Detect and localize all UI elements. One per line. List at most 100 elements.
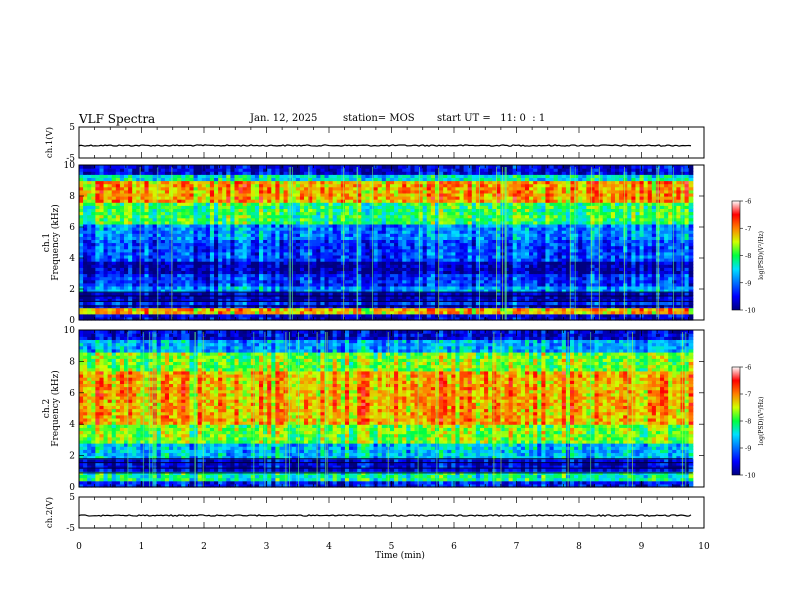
spectrogram-cell: [324, 295, 330, 299]
spectrogram-cell: [83, 171, 88, 175]
spectrogram-cell: [308, 165, 313, 169]
spectrogram-cell: [148, 276, 154, 281]
spectrogram-cell: [226, 316, 231, 321]
spectrogram-cell: [111, 211, 117, 216]
spectrogram-cell: [312, 233, 317, 237]
spectrogram-cell: [79, 242, 84, 247]
spectrogram-cell: [197, 227, 203, 231]
spectrogram-cell: [197, 239, 203, 244]
spectrogram-cell: [259, 267, 264, 271]
spectrogram-cell: [160, 242, 166, 247]
spectrogram-cell: [320, 276, 326, 281]
spectrogram-cell: [156, 230, 162, 234]
spectrogram-cell: [328, 310, 334, 315]
spectrogram-cell: [250, 211, 256, 216]
spectrogram-cell: [144, 251, 150, 256]
spectrogram-cell: [332, 183, 338, 188]
spectrogram-cell: [83, 267, 88, 271]
spectrogram-cell: [312, 205, 317, 209]
spectrogram-cell: [103, 295, 109, 299]
spectrogram-cell: [283, 233, 289, 237]
spectrogram-cell: [209, 199, 215, 203]
spectrogram-cell: [115, 174, 121, 178]
spectrogram-cell: [271, 214, 276, 219]
spectrogram-cell: [169, 239, 174, 244]
spectrogram-cell: [226, 196, 231, 200]
spectrogram-cell: [148, 285, 154, 290]
spectrogram-cell: [99, 245, 105, 250]
spectrogram-cell: [254, 298, 260, 302]
spectrogram-cell: [136, 211, 141, 216]
spectrogram-cell: [344, 282, 350, 287]
spectrogram-cell: [209, 233, 215, 237]
spectrogram-cell: [132, 292, 137, 296]
spectrogram-cell: [271, 248, 276, 253]
spectrogram-cell: [226, 292, 231, 296]
spectrogram-cell: [267, 267, 272, 271]
spectrogram-cell: [79, 183, 84, 188]
spectrogram-cell: [295, 316, 301, 321]
spectrogram-cell: [336, 298, 342, 302]
spectrogram-cell: [238, 171, 244, 175]
spectrogram-cell: [238, 186, 244, 191]
spectrogram-cell: [299, 248, 305, 253]
spectrogram-cell: [193, 233, 199, 237]
spectrogram-cell: [173, 189, 178, 194]
spectrogram-cell: [246, 313, 252, 318]
spectrogram-cell: [263, 177, 268, 182]
spectrogram-cell: [144, 261, 150, 265]
spectrogram-cell: [328, 307, 334, 312]
spectrogram-cell: [148, 258, 154, 262]
spectrogram-cell: [115, 254, 121, 259]
spectrogram-cell: [312, 261, 317, 265]
spectrogram-cell: [144, 307, 150, 312]
spectrogram-cell: [103, 227, 109, 231]
spectrogram-cell: [164, 211, 170, 216]
spectrogram-cell: [295, 174, 301, 178]
spectrogram-cell: [99, 186, 105, 191]
spectrogram-cell: [87, 242, 92, 247]
spectrogram-cell: [291, 186, 297, 191]
spectrogram-cell: [336, 211, 342, 216]
spectrogram-cell: [316, 279, 322, 284]
spectrogram-cell: [263, 239, 268, 244]
spectrogram-cell: [324, 242, 330, 247]
spectrogram-cell: [124, 183, 129, 188]
spectrogram-cell: [160, 310, 166, 315]
spectrogram-cell: [144, 223, 150, 228]
spectrogram-cell: [91, 285, 96, 290]
spectrogram-cell: [246, 242, 252, 247]
spectrogram-cell: [87, 189, 92, 194]
spectrogram-cell: [254, 171, 260, 175]
spectrogram-cell: [271, 174, 276, 178]
spectrogram-cell: [304, 227, 309, 231]
spectrogram-cell: [83, 211, 88, 216]
spectrogram-cell: [279, 292, 285, 296]
spectrogram-cell: [299, 214, 305, 219]
spectrogram-cell: [340, 267, 346, 271]
spectrogram-cell: [242, 223, 248, 228]
spectrogram-cell: [164, 295, 170, 299]
spectrogram-cell: [291, 313, 297, 318]
spectrogram-cell: [119, 251, 125, 256]
spectrogram-cell: [316, 261, 322, 265]
spectrogram-cell: [87, 298, 92, 302]
spectrogram-cell: [124, 273, 129, 278]
spectrogram-cell: [209, 208, 215, 213]
spectrogram-cell: [340, 295, 346, 299]
spectrogram-cell: [299, 270, 305, 275]
spectrogram-cell: [197, 196, 203, 200]
spectrogram-cell: [246, 270, 252, 275]
spectrogram-cell: [83, 289, 88, 293]
spectrogram-cell: [209, 202, 215, 206]
spectrogram-cell: [91, 211, 96, 216]
spectrogram-cell: [230, 258, 236, 262]
spectrogram-cell: [242, 165, 248, 169]
spectrogram-cell: [185, 298, 191, 302]
spectrogram-cell: [222, 183, 227, 188]
spectrogram-cell: [177, 230, 182, 234]
spectrogram-cell: [275, 239, 281, 244]
spectrogram-cell: [254, 279, 260, 284]
spectrogram-cell: [209, 261, 215, 265]
spectrogram-cell: [295, 236, 301, 240]
